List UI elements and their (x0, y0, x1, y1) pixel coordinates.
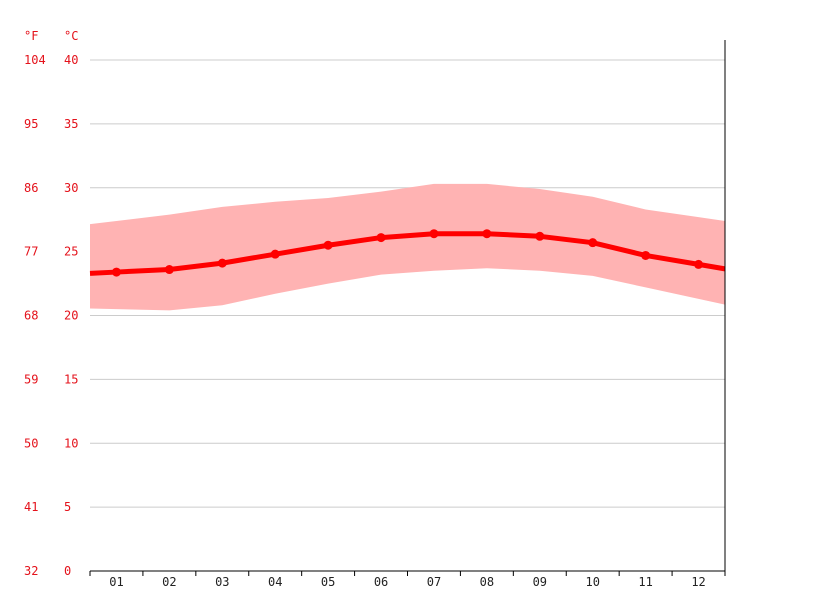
celsius-unit-label: °C (64, 29, 78, 43)
y-tick-celsius-40: 40 (64, 53, 78, 67)
y-axis-labels: °F °C 0 32 5 41 10 50 15 59 20 68 25 77 30 86 35 95 40 10… (24, 29, 78, 578)
data-point-12 (694, 259, 704, 269)
x-tick-label-12: 12 (691, 575, 705, 589)
fahrenheit-unit-label: °F (24, 29, 38, 43)
x-tick-label-02: 02 (162, 575, 176, 589)
axes (89, 40, 726, 576)
x-tick-label-08: 08 (480, 575, 494, 589)
data-point-07 (429, 229, 439, 239)
y-tick-celsius-35: 35 (64, 117, 78, 131)
series-line-0 (89, 231, 726, 276)
data-point-08 (482, 229, 492, 239)
y-tick-celsius-5: 5 (64, 500, 71, 514)
data-point-04 (270, 249, 280, 259)
x-tick-label-11: 11 (638, 575, 652, 589)
x-axis-labels: 01 02 03 04 05 06 07 08 09 10 11 12 (109, 575, 706, 589)
temperature-band-area (90, 183, 725, 311)
data-point-10 (588, 238, 598, 248)
y-tick-fahrenheit-59: 59 (24, 372, 38, 386)
y-tick-fahrenheit-50: 50 (24, 436, 38, 450)
y-tick-fahrenheit-95: 95 (24, 117, 38, 131)
x-tick-label-10: 10 (585, 575, 599, 589)
y-tick-fahrenheit-41: 41 (24, 500, 38, 514)
y-tick-fahrenheit-104: 104 (24, 53, 46, 67)
data-point-06 (376, 233, 386, 243)
y-tick-celsius-10: 10 (64, 436, 78, 450)
y-tick-celsius-20: 20 (64, 309, 78, 323)
x-tick-label-03: 03 (215, 575, 229, 589)
average-temperature-series (89, 229, 726, 277)
data-point-03 (217, 258, 227, 268)
y-tick-celsius-30: 30 (64, 181, 78, 195)
x-tick-label-06: 06 (374, 575, 388, 589)
y-tick-fahrenheit-32: 32 (24, 564, 38, 578)
y-tick-celsius-15: 15 (64, 372, 78, 386)
x-tick-label-01: 01 (109, 575, 123, 589)
data-point-05 (323, 240, 333, 250)
x-tick-label-05: 05 (321, 575, 335, 589)
y-tick-fahrenheit-77: 77 (24, 245, 38, 259)
y-tick-celsius-0: 0 (64, 564, 71, 578)
y-tick-celsius-25: 25 (64, 245, 78, 259)
y-tick-fahrenheit-86: 86 (24, 181, 38, 195)
x-tick-label-04: 04 (268, 575, 282, 589)
data-point-02 (164, 265, 174, 275)
data-point-01 (111, 267, 121, 277)
data-point-11 (641, 250, 651, 260)
x-tick-label-07: 07 (427, 575, 441, 589)
y-tick-fahrenheit-68: 68 (24, 309, 38, 323)
x-tick-label-09: 09 (533, 575, 547, 589)
data-point-09 (535, 231, 545, 241)
temperature-range-band (90, 183, 725, 311)
